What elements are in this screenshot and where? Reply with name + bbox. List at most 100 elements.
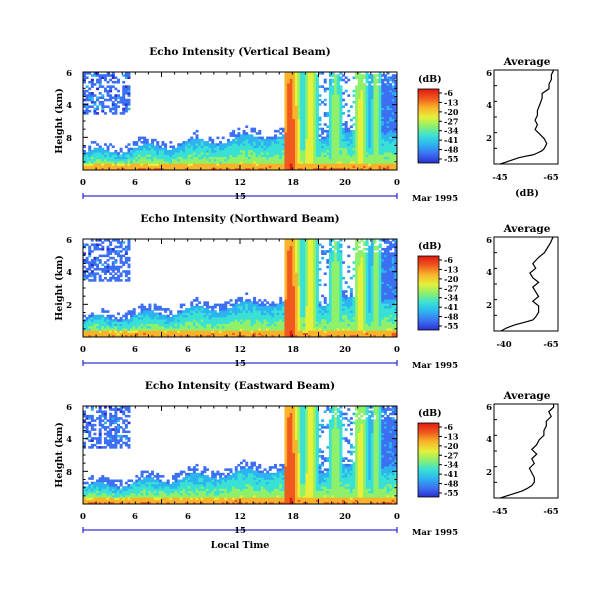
heatmap-cell-571 [174,152,178,155]
heatmap-cell-1824 [323,98,327,102]
heatmap-cell-327 [124,98,128,102]
heatmap-cell-688 [195,323,199,327]
heatmap-cell-1842 [326,138,330,142]
heatmap-cell-1187 [281,127,285,131]
heatmap-cell-1205 [281,319,285,322]
heatmap-cell-1165 [279,141,283,144]
heatmap-cell-3 [83,328,86,331]
heatmap-cell-1849 [326,330,330,333]
heatmap-cell-1653 [310,112,314,115]
heatmap-cell-665 [190,305,194,309]
heatmap-cell-2349 [362,83,366,86]
heatmap-cell-1538 [302,299,306,302]
heatmap-cell-81 [90,80,94,84]
heatmap-cell-1871 [328,323,332,327]
heatmap-cell-2517 [373,83,377,86]
heatmap-cell-1709 [313,310,317,313]
heatmap-cell-2742 [389,147,393,151]
heatmap-cell-463 [148,316,152,320]
heatmap-cell-1981 [336,163,340,166]
heatmap-cell-2433 [368,83,372,86]
heatmap-cell-2233 [357,147,361,151]
heatmap-cell-1923 [331,303,335,307]
heatmap-cell-1611 [308,107,311,111]
heatmap-cell-1154 [274,325,277,329]
heatmap-cell-2782 [391,149,395,153]
heatmap-cell-649 [190,143,194,146]
heatmap-cell-487 [153,323,157,327]
heatmap-cell-611 [179,305,183,309]
heatmap-cell-2785 [391,143,395,146]
heatmap-cell-2221 [355,76,359,80]
heatmap-cell-332 [124,279,128,282]
heatmap-cell-453 [148,154,152,157]
heatmap-cell-85 [93,165,97,169]
heatmap-cell-1398 [294,316,298,320]
heatmap-cell-1330 [289,272,293,275]
heatmap-cell-1370 [292,281,296,284]
heatmap-cell-1348 [292,330,296,333]
heatmap-cell-1948 [331,245,335,249]
heatmap-cell-1560 [305,123,309,126]
heatmap-cell-2476 [370,78,374,82]
heatmap-cell-2253 [357,103,361,106]
heatmap-cell-945 [240,316,243,320]
heatmap-cell-852 [224,314,228,318]
heatmap-cell-1352 [292,96,296,100]
heatmap-cell-1633 [308,283,311,287]
heatmap-cell-1310 [289,92,293,95]
heatmap-cell-424 [143,154,147,157]
heatmap-cell-2602 [378,78,382,82]
heatmap-cell-1140 [271,321,275,324]
heatmap-cell-955 [242,334,246,338]
heatmap-cell-330 [124,314,128,318]
heatmap-cell-2519 [373,78,377,82]
heatmap-cell-1250 [287,127,291,131]
heatmap-cell-502 [158,158,162,162]
heatmap-cell-2743 [389,145,393,149]
heatmap-cell-392 [137,167,141,171]
heatmap-cell-1099 [263,310,267,313]
heatmap-cell-71 [90,149,94,153]
heatmap-cell-1835 [323,314,327,318]
heatmap-cell-1753 [315,85,319,88]
heatmap-cell-1157 [274,319,277,322]
heatmap-cell-349 [127,321,131,324]
heatmap-cell-1279 [287,288,291,291]
heatmap-cell-575 [177,165,181,169]
heatmap-cell-1071 [263,145,267,149]
heatmap-cell-1747 [315,98,319,102]
heatmap-cell-1197 [284,147,288,151]
heatmap-cell-457 [148,145,152,149]
heatmap-cell-2087 [342,78,346,82]
heatmap-cell-1822 [321,256,325,260]
heatmap-cell-2089 [344,167,348,171]
heatmap-cell-861 [226,330,230,333]
heatmap-cell-922 [237,330,241,333]
heatmap-cell-1933 [331,78,335,82]
heatmap-cell-1680 [310,276,314,280]
heatmap-cell-1594 [305,272,309,275]
heatmap-cell-873 [229,334,233,338]
heatmap-cell-463 [151,158,154,162]
heatmap-vertical [83,72,398,171]
heatmap-cell-1063 [263,163,267,166]
heatmap-cell-1179 [276,303,280,307]
heatmap-cell-2073 [342,145,346,149]
heatmap-cell-271 [117,105,120,108]
heatmap-cell-446 [145,325,149,329]
heatmap-cell-1970 [334,92,338,95]
heatmap-cell-1478 [300,334,304,338]
heatmap-cell-383 [132,323,136,327]
heatmap-cell-2499 [373,123,377,126]
heatmap-cell-1499 [300,288,304,291]
heatmap-cell-1405 [294,301,298,304]
heatmap-cell-38 [88,330,92,333]
heatmap-cell-2741 [389,149,393,153]
heatmap-cell-1267 [287,314,291,318]
heatmap-cell-2600 [378,85,382,88]
heatmap-cell-1912 [331,328,335,331]
heatmap-cell-1773 [318,134,322,137]
heatmap-cell-1618 [308,316,311,320]
heatmap-cell-1295 [289,125,293,129]
